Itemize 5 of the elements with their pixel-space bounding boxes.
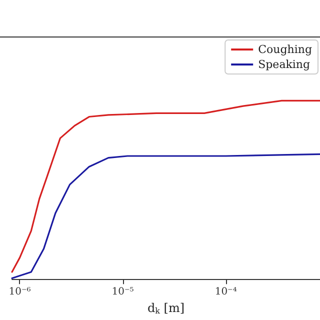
x-tick-label: 10⁻⁵ (112, 286, 134, 298)
legend-label: Coughing (258, 43, 312, 56)
legend-label: Speaking (258, 58, 310, 71)
x-tick-label: 10⁻⁶ (8, 286, 31, 298)
x-tick-label: 10⁻⁴ (214, 286, 237, 298)
